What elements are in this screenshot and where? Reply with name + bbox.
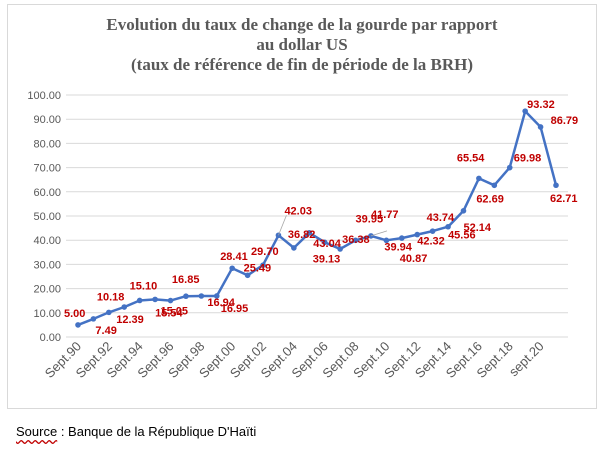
- data-point: [213, 293, 220, 299]
- source-text: : Banque de la République D'Haïti: [57, 424, 257, 439]
- data-label: 69.98: [514, 153, 542, 165]
- data-label: 16.95: [221, 303, 249, 315]
- data-label: 86.79: [551, 115, 579, 127]
- data-label: 43.04: [313, 238, 341, 250]
- source-note: Source : Banque de la République D'Haïti: [16, 424, 256, 439]
- data-point: [75, 322, 81, 328]
- data-label: 15.54: [155, 307, 183, 319]
- chart-frame: Evolution du taux de change de la gourde…: [7, 4, 597, 409]
- data-point: [506, 164, 513, 171]
- data-label: 39.13: [313, 253, 341, 265]
- y-tick-label: 50.00: [33, 211, 61, 223]
- y-tick-label: 70.00: [33, 163, 61, 175]
- source-label: Source: [16, 424, 58, 439]
- data-point: [491, 182, 498, 189]
- y-tick-label: 20.00: [33, 284, 61, 296]
- leader-line: [278, 215, 287, 236]
- x-tick-label: sept.20: [506, 339, 547, 380]
- data-point: [106, 309, 112, 316]
- data-point: [352, 237, 359, 244]
- data-label: 36.38: [342, 234, 370, 246]
- y-tick-label: 100.00: [27, 90, 61, 102]
- data-point: [198, 293, 205, 299]
- data-point: [522, 108, 528, 114]
- data-point: [183, 293, 189, 300]
- data-point: [399, 235, 405, 241]
- chart-title-line-3: (taux de référence de fin de période de …: [131, 55, 473, 74]
- data-point: [383, 237, 390, 244]
- data-point: [260, 262, 266, 268]
- y-tick-label: 0.00: [40, 332, 61, 344]
- data-point: [337, 246, 343, 252]
- y-tick-label: 40.00: [33, 235, 61, 247]
- data-point: [414, 231, 421, 238]
- data-label: 15.05: [161, 306, 189, 318]
- data-point: [306, 230, 313, 236]
- data-point: [136, 297, 143, 304]
- data-label: 41.77: [371, 209, 399, 221]
- data-point: [229, 265, 235, 272]
- data-point: [121, 304, 128, 310]
- data-label: 62.69: [476, 193, 504, 205]
- data-label: 29.70: [251, 246, 279, 258]
- leader-line: [370, 230, 388, 237]
- data-label: 42.32: [417, 236, 445, 248]
- chart-title-line-1: Evolution du taux de change de la gourde…: [106, 15, 498, 34]
- data-label: 40.87: [400, 253, 428, 265]
- data-label: 28.41: [220, 251, 248, 263]
- data-label: 10.18: [97, 291, 125, 303]
- data-label: 36.82: [288, 229, 316, 241]
- data-point: [291, 245, 297, 251]
- data-label: 16.94: [207, 297, 235, 309]
- data-label: 65.54: [457, 152, 485, 164]
- data-label: 39.95: [356, 213, 384, 225]
- data-label: 42.03: [284, 205, 312, 217]
- data-point: [90, 316, 97, 322]
- data-label: 45.56: [448, 230, 476, 242]
- line-chart: 0.00 10.00 20.00 30.00 40.00 50.00 60.00 70.00 8…: [27, 90, 579, 381]
- data-label: 25.49: [244, 262, 272, 274]
- data-label: 43.74: [427, 212, 455, 224]
- data-point: [460, 208, 467, 214]
- chart-title: Evolution du taux de change de la gourde…: [8, 15, 596, 75]
- y-tick-label: 30.00: [33, 259, 61, 271]
- data-label: 12.39: [116, 314, 144, 326]
- y-tick-label: 10.00: [33, 308, 61, 320]
- data-point: [244, 272, 251, 279]
- y-tick-label: 60.00: [33, 187, 61, 199]
- data-point: [429, 228, 436, 234]
- data-label: 16.85: [172, 274, 200, 286]
- data-point: [321, 239, 328, 246]
- y-tick-label: 80.00: [33, 138, 61, 150]
- data-point: [152, 296, 158, 303]
- y-tick-label: 90.00: [33, 114, 61, 126]
- data-label: 93.32: [527, 99, 555, 111]
- data-label: 7.49: [95, 325, 116, 337]
- data-point: [445, 223, 451, 230]
- data-point: [167, 297, 174, 304]
- data-label: 15.10: [130, 280, 158, 292]
- data-label: 5.00: [64, 308, 85, 320]
- chart-title-line-2: au dollar US: [256, 35, 348, 54]
- data-label: 62.71: [550, 193, 578, 205]
- data-label: 52.14: [463, 222, 491, 234]
- data-point: [553, 182, 559, 189]
- data-label: 39.94: [384, 241, 412, 253]
- data-point: [476, 175, 482, 182]
- data-point: [537, 124, 544, 130]
